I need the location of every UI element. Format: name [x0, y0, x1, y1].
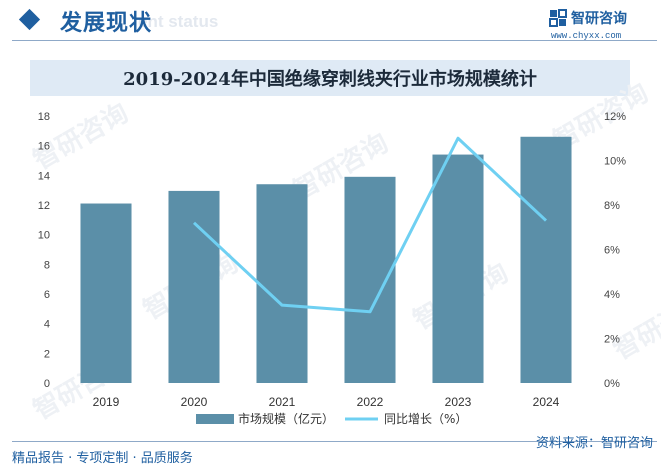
left-axis-tick: 6 [44, 289, 50, 301]
left-axis-tick: 8 [44, 259, 50, 271]
right-axis-tick: 6% [604, 245, 620, 257]
chart-title-band: 2019-2024年中国绝缘穿刺线夹行业市场规模统计 [30, 60, 630, 96]
right-axis-tick: 10% [604, 156, 626, 168]
brand-logo: 智研咨询 www.chyxx.com [549, 7, 649, 41]
line-series [192, 136, 548, 314]
x-axis-label: 2020 [181, 395, 208, 409]
bar-2021 [256, 184, 308, 383]
x-axis-label: 2022 [357, 395, 384, 409]
section-header: ent status 发展现状 智研咨询 www.chyxx.com [0, 0, 661, 46]
left-axis-tick: 2 [44, 348, 50, 360]
left-axis-tick: 14 [38, 170, 50, 182]
left-axis-tick: 0 [44, 378, 50, 390]
x-axis-label: 2024 [533, 395, 560, 409]
bar-series [80, 136, 572, 383]
right-axis-tick: 0% [604, 378, 620, 390]
right-axis-tick: 4% [604, 289, 620, 301]
left-axis-ticks: 0 2 4 6 8 10 12 14 16 18 [38, 111, 50, 390]
x-axis-label: 2021 [269, 395, 296, 409]
left-axis-tick: 10 [38, 230, 50, 242]
section-subtitle: ent status [138, 12, 219, 31]
right-axis-ticks: 0% 2% 4% 6% 8% 10% 12% [604, 111, 626, 390]
footer-divider [12, 441, 657, 442]
footer-tagline: 精品报告 · 专项定制 · 品质服务 [12, 451, 193, 466]
source-note: 资料来源：智研咨询 [535, 436, 653, 451]
x-axis-label: 2019 [93, 395, 120, 409]
brand-logo-icon [549, 9, 567, 27]
brand-url: www.chyxx.com [551, 31, 622, 41]
bar-2024 [520, 136, 572, 383]
left-axis-tick: 16 [38, 141, 50, 153]
right-axis-tick: 2% [604, 334, 620, 346]
header-divider [12, 40, 657, 41]
x-axis-labels: 2019 2020 2021 2022 2023 2024 [93, 395, 560, 409]
legend-bar-swatch [196, 414, 234, 424]
chart-title: 2019-2024年中国绝缘穿刺线夹行业市场规模统计 [123, 69, 537, 90]
legend-bar-label: 市场规模（亿元） [238, 411, 334, 426]
left-axis-tick: 18 [38, 111, 50, 123]
chart-legend: 市场规模（亿元） 同比增长（%） [196, 411, 467, 426]
left-axis-tick: 12 [38, 200, 50, 212]
bar-2022 [344, 176, 396, 383]
section-title: 发展现状 [60, 11, 153, 36]
right-axis-tick: 12% [604, 111, 626, 123]
left-axis-tick: 4 [44, 319, 50, 331]
watermark-text: 智研咨询 [28, 97, 134, 176]
x-axis-label: 2023 [445, 395, 472, 409]
brand-name: 智研咨询 [571, 11, 627, 27]
bar-2019 [80, 203, 132, 383]
right-axis-tick: 8% [604, 200, 620, 212]
legend-line-label: 同比增长（%） [384, 412, 467, 426]
bar-2023 [432, 154, 484, 383]
bar-2020 [168, 190, 220, 383]
